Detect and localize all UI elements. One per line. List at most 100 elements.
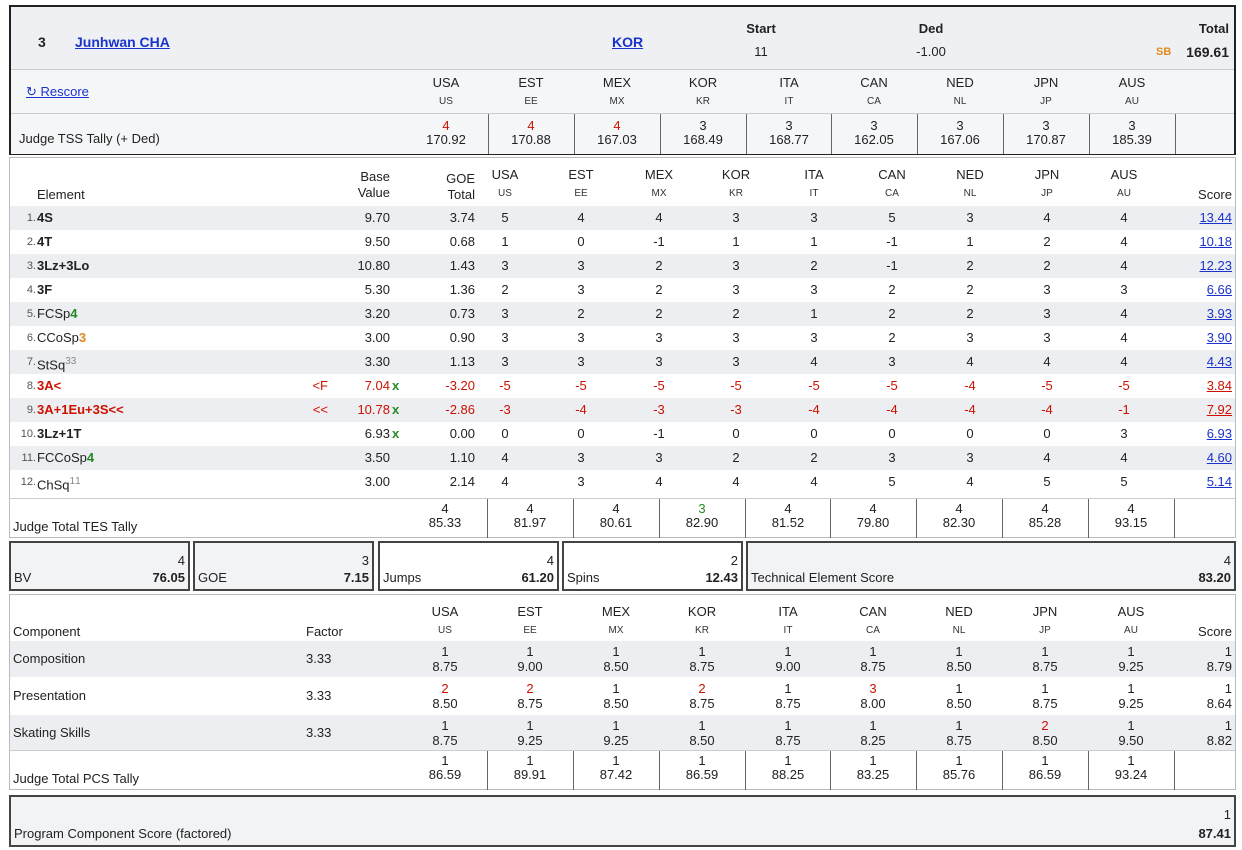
element-judge-mex: -1	[653, 426, 665, 441]
element-judge-can: 2	[888, 306, 896, 321]
component-value: 8.75	[775, 696, 801, 711]
element-name: 3F	[37, 278, 52, 302]
component-judge-can: 3 8.00	[843, 681, 903, 711]
element-judge-usa: 3	[501, 354, 509, 369]
pcs-judge-kor-code: KR	[695, 625, 709, 636]
summary-value: 83.20	[1198, 570, 1231, 585]
pcs-judge-ned-code: NL	[952, 625, 966, 636]
element-judge-ita: 1	[810, 234, 818, 249]
element-judge-usa: 0	[501, 426, 509, 441]
element-judge-mex: 4	[655, 210, 663, 225]
element-code: CCoSp	[37, 330, 79, 345]
base-value: 10.78	[357, 402, 390, 417]
pcs-judge-usa-name: USA	[431, 604, 459, 619]
element-score-link[interactable]: 12.23	[1199, 258, 1232, 273]
tss-tally-value-aus: 185.39	[1112, 132, 1152, 147]
element-judge-kor: 3	[732, 354, 740, 369]
element-score-link[interactable]: 3.93	[1206, 306, 1232, 321]
element-judge-est: -4	[575, 402, 587, 417]
element-score-link[interactable]: 3.84	[1206, 378, 1232, 393]
element-score-link[interactable]: 4.60	[1206, 450, 1232, 465]
component-rank: 3	[869, 681, 877, 696]
el-judge-est-code: EE	[574, 188, 588, 199]
tss-tally-rank-mex: 4	[613, 118, 621, 133]
component-rank: 1	[698, 644, 706, 659]
element-score-link[interactable]: 3.90	[1206, 330, 1232, 345]
component-value: 8.00	[860, 696, 886, 711]
element-row: 2. 4T 9.50 0.68 1 0 -1 1 1 -1 1 2 4 10.18	[10, 230, 1235, 254]
element-score-link[interactable]: 10.18	[1199, 234, 1232, 249]
element-judge-can: 0	[888, 426, 896, 441]
element-base-value: 3.50	[330, 446, 390, 470]
pcs-tally-rank-can: 1	[869, 753, 877, 768]
element-score-link[interactable]: 7.92	[1206, 402, 1232, 417]
base-value: 7.04	[364, 378, 390, 393]
element-judge-mex: 3	[655, 450, 663, 465]
element-judge-ita: 3	[810, 330, 818, 345]
element-judge-can: -1	[886, 234, 898, 249]
base-value: 3.20	[364, 306, 390, 321]
base-value: 3.30	[364, 354, 390, 369]
element-judge-jpn: 5	[1043, 474, 1051, 489]
component-rank: 1	[526, 718, 534, 733]
element-judge-can: 3	[888, 450, 896, 465]
nation-link[interactable]: KOR	[612, 34, 644, 50]
element-base-value: 3.20	[330, 302, 390, 326]
component-judge-jpn: 1 8.75	[1015, 644, 1075, 674]
element-name: 3Lz+1T	[37, 422, 81, 446]
element-judge-can: -4	[886, 402, 898, 417]
element-judge-can: 3	[888, 354, 896, 369]
component-rank: 1	[869, 718, 877, 733]
component-judge-usa: 1 8.75	[415, 644, 475, 674]
pcs-judge-can-code: CA	[866, 625, 880, 636]
tss-tally-rank-aus: 3	[1128, 118, 1136, 133]
element-name: ChSq11	[37, 470, 81, 497]
element-code: 3F	[37, 282, 53, 297]
element-code: 3A<	[37, 378, 62, 393]
element-judge-ned: 2	[966, 258, 974, 273]
element-judge-aus: 4	[1120, 354, 1128, 369]
element-judge-ita: 0	[810, 426, 818, 441]
element-judge-ned: 1	[966, 234, 974, 249]
pcs-tally-value-ned: 85.76	[942, 767, 976, 782]
component-rank: 1	[869, 644, 877, 659]
element-base-value: 6.93 x	[330, 422, 400, 446]
element-judge-can: -1	[886, 258, 898, 273]
component-row-skating-skills: Skating Skills 3.33 1 8.75 1 9.25 1 9.25 1 8.50 1 8…	[10, 715, 1235, 751]
summary-technical-element-score: Technical Element Score 4 83.20	[746, 541, 1236, 591]
pcs-tally-rank-est: 1	[526, 753, 534, 768]
el-judge-jpn-code: JP	[1041, 188, 1053, 199]
tally-separator	[1089, 114, 1090, 154]
element-score-link[interactable]: 4.43	[1206, 354, 1232, 369]
element-judge-jpn: 2	[1043, 234, 1051, 249]
element-score-link[interactable]: 6.66	[1206, 282, 1232, 297]
pcs-tally-rank-usa: 1	[441, 753, 449, 768]
tally-separator	[1003, 114, 1004, 154]
skater-name-link[interactable]: Junhwan CHA	[75, 34, 170, 50]
element-judge-est: 0	[577, 426, 585, 441]
tss-tally-value-ned: 167.06	[940, 132, 980, 147]
component-rank: 1	[612, 644, 620, 659]
element-score-link[interactable]: 5.14	[1206, 474, 1232, 489]
element-base-value: 10.80	[330, 254, 390, 278]
pcs-judge-can-name: CAN	[859, 604, 887, 619]
element-judge-kor: 3	[732, 210, 740, 225]
rescore-link[interactable]: ↻ Rescore	[26, 84, 89, 99]
element-judge-ned: -4	[964, 378, 976, 393]
element-judge-est: 3	[577, 474, 585, 489]
summary-label: GOE	[198, 570, 227, 585]
component-judge-can: 1 8.75	[843, 644, 903, 674]
el-judge-ned-code: NL	[963, 188, 977, 199]
element-score-link[interactable]: 6.93	[1206, 426, 1232, 441]
judge-ned-code: NL	[953, 96, 967, 107]
tes-tally-value-ita: 81.52	[771, 515, 805, 530]
tally-separator	[917, 114, 918, 154]
element-number: 11.	[21, 452, 36, 464]
component-judge-est: 1 9.25	[500, 718, 560, 748]
tes-tally-value-ned: 82.30	[942, 515, 976, 530]
tally-separator	[830, 751, 831, 790]
summary-jumps: Jumps 4 61.20	[378, 541, 559, 591]
component-rank: 1	[1127, 644, 1135, 659]
element-score-link[interactable]: 13.44	[1199, 210, 1232, 225]
elements-table: Element Base Value GOE Total USA US EST EE M…	[9, 157, 1236, 538]
